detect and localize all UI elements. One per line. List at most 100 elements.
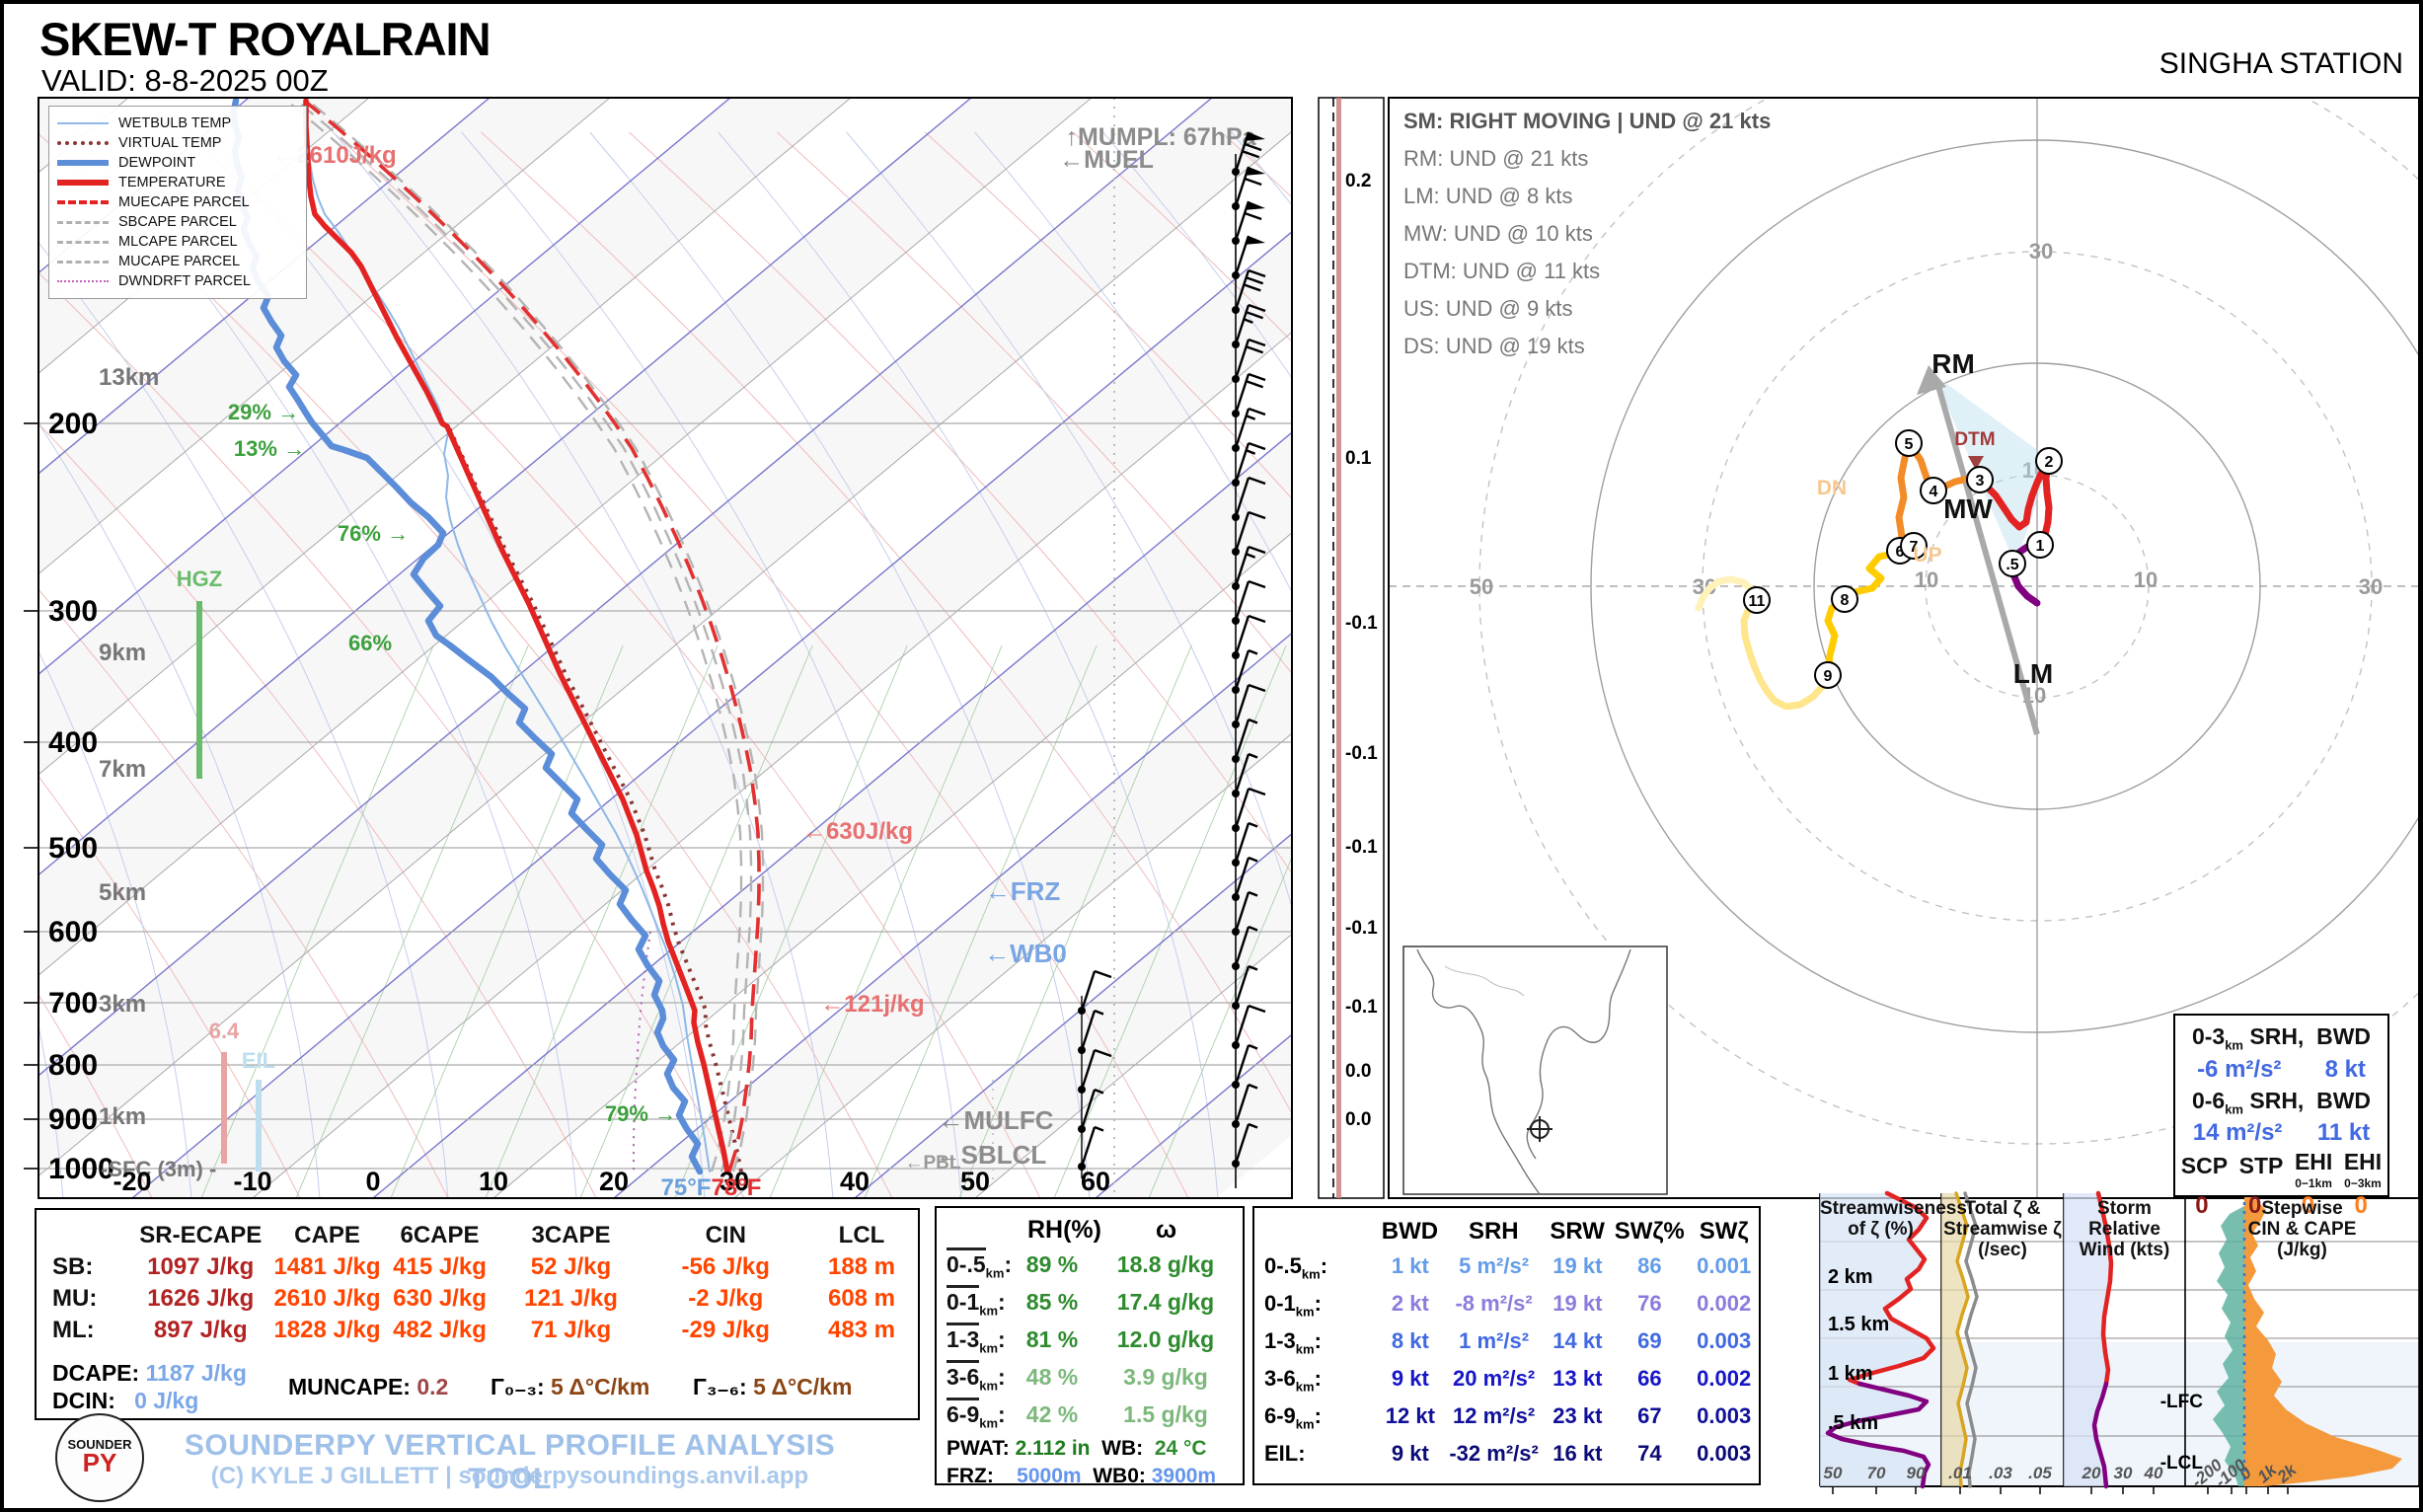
legend-item: WETBULB TEMP — [57, 113, 298, 133]
svg-text:29% →: 29% → — [228, 400, 299, 424]
svg-text:30: 30 — [2114, 1464, 2133, 1482]
svg-text:1.5 km: 1.5 km — [1828, 1314, 1889, 1335]
svg-text:500: 500 — [48, 832, 98, 865]
legend-label: MLCAPE PARCEL — [118, 234, 238, 250]
cell — [37, 1222, 130, 1249]
svg-text:5km: 5km — [99, 879, 146, 906]
svg-text:-0.1: -0.1 — [1345, 918, 1378, 939]
thermo-header: LCL — [838, 1222, 885, 1248]
svg-text:0.1: 0.1 — [1345, 448, 1372, 469]
thermo-value: 121 J/kg — [524, 1285, 618, 1312]
rh-row: 0-1km: — [946, 1285, 1006, 1319]
svg-text:50: 50 — [1470, 574, 1493, 599]
svg-text:900: 900 — [48, 1103, 98, 1136]
svg-text:9: 9 — [1824, 668, 1833, 685]
station-name: SINGHA STATION — [2158, 47, 2403, 80]
lapse-3-6: Γ₃₋₆: 5 Δ°C/km — [693, 1374, 853, 1399]
kin-row: 1-3km: 8 kt 1 m²/s² 14 kt 69 0.003 — [1264, 1328, 1752, 1357]
rh-value: 48 % — [1025, 1364, 1079, 1390]
svg-text:6.4: 6.4 — [209, 1019, 240, 1043]
sounderpy-logo: SOUNDER PY — [55, 1413, 144, 1502]
svg-text:.5: .5 — [2006, 557, 2018, 573]
legend-item: MUECAPE PARCEL — [57, 192, 298, 212]
legend-label: SBCAPE PARCEL — [118, 214, 237, 230]
svg-text:←MUEL: ←MUEL — [1059, 146, 1154, 174]
hodo-info-line: DS: UND @ 19 kts — [1403, 334, 1585, 358]
svg-text:-0.1: -0.1 — [1345, 743, 1378, 764]
svg-text:←630J/kg: ←630J/kg — [802, 818, 913, 845]
thermo-value: 630 J/kg — [393, 1285, 487, 1312]
moisture-table: RH(%) ω 0-.5km: 89 % 18.8 g/kg 0-1km: 85 % 17.4… — [935, 1206, 1245, 1487]
rh-value: 89 % — [1025, 1251, 1079, 1277]
svg-text:9km: 9km — [99, 640, 146, 666]
svg-text:50: 50 — [960, 1167, 990, 1196]
legend-label: MUECAPE PARCEL — [118, 194, 250, 210]
legend-item: MUCAPE PARCEL — [57, 252, 298, 271]
location-inset-map — [1402, 945, 1668, 1195]
svg-text:800: 800 — [48, 1049, 98, 1082]
sw-dwndrft-swatch — [57, 280, 109, 282]
thermo-value: 1097 J/kg — [147, 1253, 255, 1280]
composite-values: 0 0 0 0 — [2195, 1192, 2368, 1220]
sw-mucape-swatch — [57, 260, 109, 264]
wind-barbs — [1078, 131, 1266, 1188]
kinematics-table: BWD SRH SRW SWζ% SWζ 0-.5km: 1 kt 5 m²/s² 19 kt 8… — [1252, 1206, 1761, 1485]
legend-item: TEMPERATURE — [57, 173, 298, 192]
svg-text:-LFC: -LFC — [2160, 1392, 2204, 1412]
lapse-0-3: Γ₀₋₃: 5 Δ°C/km — [491, 1374, 650, 1399]
dcape-row: DCAPE: 1187 J/kg — [52, 1360, 247, 1386]
rh-value: 81 % — [1025, 1326, 1079, 1352]
legend-item: VIRTUAL TEMP — [57, 133, 298, 153]
svg-text:78°F: 78°F — [712, 1174, 762, 1201]
svg-text:-0.1: -0.1 — [1345, 997, 1378, 1018]
srh6-header: 0-6km SRH, BWD — [2191, 1087, 2372, 1117]
svg-text:←WB0: ←WB0 — [984, 939, 1067, 968]
thermo-header: CAPE — [294, 1222, 360, 1248]
thermo-value: 608 m — [827, 1285, 896, 1312]
rh-value: 85 % — [1025, 1289, 1079, 1315]
hodo-info-line: DTM: UND @ 11 kts — [1403, 259, 1601, 283]
thermo-value: 415 J/kg — [393, 1253, 487, 1280]
svg-text:2 km: 2 km — [1828, 1266, 1873, 1288]
svg-text:0.2: 0.2 — [1345, 171, 1371, 191]
svg-text:1km: 1km — [99, 1103, 146, 1130]
legend-item: MLCAPE PARCEL — [57, 232, 298, 252]
svg-text:-10: -10 — [233, 1167, 271, 1196]
mini-panel-title: Storm Relative Wind (kts) — [2079, 1198, 2170, 1260]
mini-panel-title: Streamwiseness of ζ (%) — [1820, 1198, 1967, 1240]
mixing-ratio-value: 17.4 g/kg — [1116, 1289, 1215, 1315]
thermo-indices-table: SR-ECAPE CAPE 6CAPE 3CAPE CIN LCL SB: 1097 J/kg… — [35, 1208, 920, 1420]
svg-text:-LCL: -LCL — [2160, 1453, 2204, 1474]
hodo-info-line: MW: UND @ 10 kts — [1403, 221, 1593, 246]
thermo-value: -29 J/kg — [681, 1317, 770, 1343]
svg-text:.05: .05 — [2028, 1464, 2052, 1482]
svg-text:10: 10 — [479, 1167, 508, 1196]
svg-text:600: 600 — [48, 916, 98, 948]
svg-text:1: 1 — [2036, 538, 2045, 555]
svg-text:30: 30 — [2029, 239, 2053, 264]
thermo-value: 52 J/kg — [530, 1253, 612, 1280]
svg-text:3: 3 — [1976, 473, 1985, 490]
svg-text:66%: 66% — [348, 631, 392, 655]
legend-label: MUCAPE PARCEL — [118, 254, 241, 269]
skewt-axis-labels: 200300400500600700800900100013km9km7km5k… — [24, 123, 1257, 1201]
omega-panel: 0.2 0.1 -0.1 -0.1 -0.1 -0.1 -0.1 0.0 0.0 — [1318, 97, 1385, 1199]
pwat-row: PWAT: 2.112 in WB: 24 °C — [946, 1437, 1207, 1460]
svg-text:200: 200 — [48, 408, 98, 440]
svg-text:40: 40 — [840, 1167, 870, 1196]
composite-headers: SCP STP EHI 0−1km EHI 0−3km — [2180, 1149, 2383, 1191]
svg-text:EIL: EIL — [242, 1048, 275, 1073]
svg-text:79% →: 79% → — [605, 1101, 676, 1126]
svg-text:-SFC (3m) -: -SFC (3m) - — [101, 1157, 216, 1181]
frz-row: FRZ: 5000m WB0: 3900m — [946, 1465, 1217, 1487]
svg-text:8: 8 — [1841, 592, 1850, 609]
svg-text:3km: 3km — [99, 991, 146, 1018]
credit-line1: SOUNDERPY VERTICAL PROFILE ANALYSIS TOOL — [184, 1429, 836, 1495]
svg-text:20: 20 — [599, 1167, 629, 1196]
svg-text:←MULFC: ←MULFC — [939, 1105, 1054, 1135]
kin-row: 3-6km: 9 kt 20 m²/s² 13 kt 66 0.002 — [1264, 1366, 1752, 1395]
svg-text:40: 40 — [2144, 1464, 2163, 1482]
thermo-row-label: SB: — [52, 1253, 94, 1280]
svg-text:13km: 13km — [99, 364, 159, 391]
